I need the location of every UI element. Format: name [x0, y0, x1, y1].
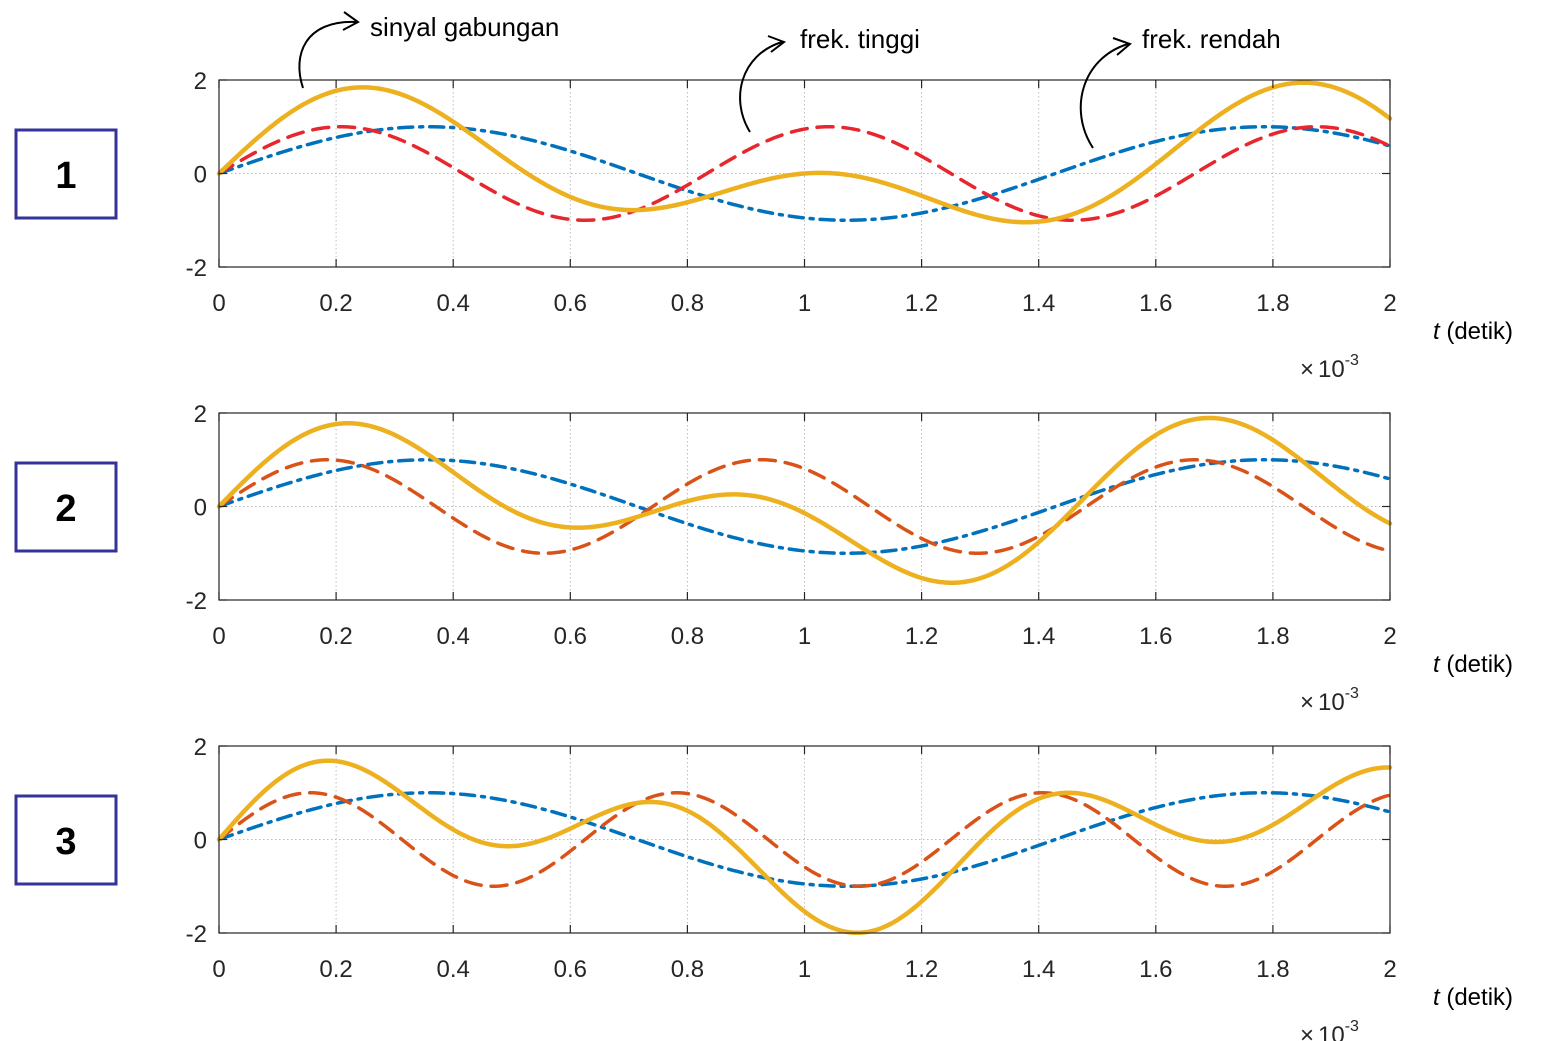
- xtick-label-5: 1: [798, 956, 811, 983]
- xtick-label-5: 1: [798, 623, 811, 650]
- arrow-low: [1079, 43, 1129, 149]
- panel-label-box: [14, 794, 118, 886]
- x-multiplier-times: ×: [1300, 689, 1314, 716]
- panel-label-box: [14, 128, 118, 220]
- xtick-label-8: 1.6: [1139, 956, 1172, 983]
- xlabel: t (detik): [1433, 984, 1513, 1011]
- xtick-label-4: 0.8: [671, 623, 704, 650]
- x-multiplier-exp: -3: [1345, 352, 1359, 369]
- panel-label-box: [14, 461, 118, 553]
- series-sum: [216, 80, 1393, 225]
- xtick-label-6: 1.2: [905, 623, 938, 650]
- series-low: [217, 791, 1392, 888]
- x-multiplier-base: 10: [1318, 1022, 1345, 1041]
- arrow-combined: [298, 20, 357, 89]
- x-multiplier-base: 10: [1318, 356, 1345, 383]
- arrowhead-high: [767, 35, 787, 53]
- xtick-label-7: 1.4: [1022, 290, 1055, 317]
- x-multiplier: × 10-3: [1300, 1018, 1359, 1041]
- x-multiplier-times: ×: [1300, 1022, 1314, 1041]
- panel-label: 1: [55, 155, 76, 197]
- xtick-label-2: 0.4: [437, 956, 470, 983]
- x-multiplier-base: 10: [1318, 689, 1345, 716]
- xtick-label-1: 0.2: [319, 290, 352, 317]
- series-sum: [216, 415, 1393, 585]
- x-multiplier-exp: -3: [1345, 685, 1359, 702]
- panel-label: 2: [55, 488, 76, 530]
- xtick-label-10: 2: [1383, 290, 1396, 317]
- annotation-combined: sinyal gabungan: [370, 12, 559, 42]
- xtick-label-3: 0.6: [554, 956, 587, 983]
- xtick-label-0: 0: [212, 623, 225, 650]
- xlabel-var: t: [1433, 651, 1441, 678]
- x-multiplier: × 10-3: [1300, 685, 1359, 716]
- xtick-label-7: 1.4: [1022, 956, 1055, 983]
- xtick-label-1: 0.2: [319, 956, 352, 983]
- ytick-label-0: -2: [186, 255, 207, 282]
- ytick-label-1: 0: [194, 495, 207, 522]
- xlabel-unit: (detik): [1440, 318, 1513, 345]
- xtick-label-5: 1: [798, 290, 811, 317]
- xlabel-var: t: [1433, 318, 1441, 345]
- xtick-label-3: 0.6: [554, 623, 587, 650]
- xtick-label-8: 1.6: [1139, 623, 1172, 650]
- x-multiplier: × 10-3: [1300, 352, 1359, 383]
- ytick-label-0: -2: [186, 921, 207, 948]
- xtick-label-9: 1.8: [1256, 290, 1289, 317]
- arrowhead-low: [1112, 37, 1132, 56]
- series-low: [217, 458, 1392, 555]
- xtick-label-10: 2: [1383, 956, 1396, 983]
- xtick-label-4: 0.8: [671, 956, 704, 983]
- arrow-high: [739, 41, 783, 133]
- xtick-label-3: 0.6: [554, 290, 587, 317]
- xtick-label-10: 2: [1383, 623, 1396, 650]
- xtick-label-6: 1.2: [905, 956, 938, 983]
- ytick-label-2: 2: [194, 401, 207, 428]
- xtick-label-0: 0: [212, 956, 225, 983]
- xtick-label-8: 1.6: [1139, 290, 1172, 317]
- series-high: [217, 458, 1392, 555]
- annotation-high: frek. tinggi: [800, 24, 920, 54]
- ytick-label-1: 0: [194, 162, 207, 189]
- xtick-label-6: 1.2: [905, 290, 938, 317]
- annotations: sinyal gabungan frek. tinggi frek. renda…: [298, 11, 1281, 149]
- ytick-label-2: 2: [194, 734, 207, 761]
- xtick-label-1: 0.2: [319, 623, 352, 650]
- ytick-label-1: 0: [194, 828, 207, 855]
- xtick-label-2: 0.4: [437, 290, 470, 317]
- xtick-label-9: 1.8: [1256, 956, 1289, 983]
- xtick-label-7: 1.4: [1022, 623, 1055, 650]
- series-sum: [216, 758, 1393, 936]
- ytick-label-2: 2: [194, 68, 207, 95]
- annotation-low: frek. rendah: [1142, 24, 1281, 54]
- xlabel-unit: (detik): [1440, 651, 1513, 678]
- xtick-label-0: 0: [212, 290, 225, 317]
- x-multiplier-times: ×: [1300, 356, 1314, 383]
- xlabel: t (detik): [1433, 318, 1513, 345]
- xtick-label-2: 0.4: [437, 623, 470, 650]
- xtick-label-9: 1.8: [1256, 623, 1289, 650]
- arrowhead-combined: [342, 11, 360, 31]
- xlabel-unit: (detik): [1440, 984, 1513, 1011]
- x-multiplier-exp: -3: [1345, 1018, 1359, 1035]
- xlabel: t (detik): [1433, 651, 1513, 678]
- series-high: [217, 791, 1392, 888]
- series-high: [217, 125, 1392, 222]
- xtick-label-4: 0.8: [671, 290, 704, 317]
- xlabel-var: t: [1433, 984, 1441, 1011]
- panel-label: 3: [55, 821, 76, 863]
- ytick-label-0: -2: [186, 588, 207, 615]
